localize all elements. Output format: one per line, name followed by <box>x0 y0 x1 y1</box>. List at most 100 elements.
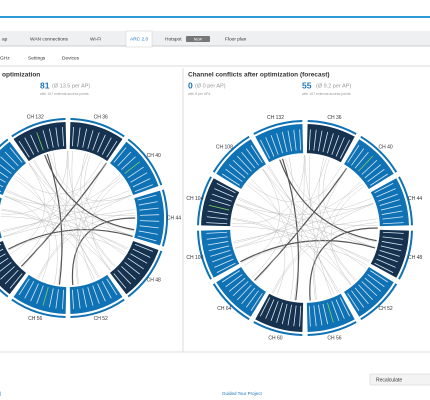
device-line <box>130 253 148 264</box>
device-line <box>293 305 297 327</box>
chord <box>322 159 376 248</box>
chord <box>255 158 327 282</box>
device-line <box>232 281 249 297</box>
chord <box>234 165 343 249</box>
device-line <box>358 284 374 301</box>
subtab-label[interactable]: Settings <box>28 55 46 61</box>
tab-label[interactable]: ap <box>2 37 8 42</box>
channel-label: CH 36 <box>94 115 108 121</box>
device-line <box>72 289 74 310</box>
device-line <box>77 127 81 147</box>
tab-label[interactable]: Floor plan <box>225 36 247 42</box>
device-line <box>9 147 23 163</box>
device-line <box>0 184 4 188</box>
device-line <box>299 129 302 151</box>
device-line <box>232 159 249 175</box>
device-line <box>339 297 351 317</box>
device-line <box>101 281 112 299</box>
subtab-label[interactable]: Devices <box>62 55 80 61</box>
device-line <box>245 290 259 308</box>
channel-segment[interactable] <box>344 267 394 317</box>
channel-label: CH 48 <box>408 255 422 261</box>
device-line <box>0 178 6 183</box>
device-line <box>351 290 365 308</box>
tab-label[interactable]: WAN connections <box>30 36 69 42</box>
device-line <box>138 201 158 206</box>
recalculate-label[interactable]: Recalculate <box>376 377 402 383</box>
device-line <box>130 172 148 183</box>
device-line <box>374 182 394 194</box>
channel-label: CH 52 <box>379 306 393 312</box>
device-line <box>117 151 132 167</box>
channel-segment[interactable] <box>110 240 159 295</box>
channel-label: CH 60 <box>268 335 282 341</box>
footer-link-fragment: | <box>0 391 1 396</box>
subtab-label[interactable]: GHz <box>0 55 10 61</box>
chord <box>71 217 136 286</box>
tab-badge-label: NEW <box>194 37 203 41</box>
channel-label: CH 108 <box>216 145 233 151</box>
channel-label: CH 56 <box>327 335 341 341</box>
tab-label[interactable]: Hotspot <box>165 36 182 42</box>
channel-segment[interactable] <box>216 267 266 317</box>
device-line <box>378 254 398 263</box>
device-line <box>299 305 302 327</box>
chord-diagram: CH 36 CH 40 CH 44 CH 48 CH 52 CH 56 CH 60 CH 64… <box>186 115 422 341</box>
device-line <box>376 188 396 198</box>
guided-tour-link[interactable]: Guided Tour Project <box>222 391 262 396</box>
device-line <box>367 168 385 182</box>
device-line <box>18 140 30 158</box>
chord <box>20 162 107 267</box>
tab-label[interactable]: ARC 2.0 <box>130 36 148 42</box>
device-line <box>374 262 394 274</box>
device-line <box>259 139 271 159</box>
chord <box>4 190 130 206</box>
tab-bar <box>0 31 430 46</box>
chord <box>28 163 99 279</box>
device-line <box>92 132 100 151</box>
chord <box>318 157 357 280</box>
device-line <box>62 289 64 310</box>
device-line <box>225 168 243 182</box>
channel-label: CH 40 <box>379 145 393 151</box>
channel-segment[interactable] <box>0 191 2 246</box>
device-line <box>117 269 132 285</box>
device-line <box>281 131 288 153</box>
device-line <box>270 135 279 155</box>
channel-segment[interactable] <box>216 139 266 189</box>
channel-segment[interactable] <box>344 139 394 189</box>
device-line <box>382 231 404 234</box>
channel-segment[interactable] <box>134 190 165 246</box>
device-line <box>127 257 144 270</box>
channel-segment[interactable] <box>110 141 159 196</box>
chord <box>80 153 116 266</box>
device-line <box>42 287 49 306</box>
chord <box>236 198 372 215</box>
device-line <box>318 304 323 326</box>
channel-label: CH 100 <box>186 255 203 261</box>
device-line <box>206 231 228 234</box>
recalculate-button[interactable] <box>369 373 430 386</box>
device-line <box>207 210 229 215</box>
device-line <box>121 266 136 280</box>
chord <box>238 197 376 248</box>
device-line <box>322 303 329 325</box>
device-line <box>382 236 404 240</box>
chord <box>240 240 376 263</box>
tab-label[interactable]: Wi-Fi <box>90 36 101 42</box>
channel-outer-arc <box>398 176 413 226</box>
chord <box>1 210 96 280</box>
channel-outer-arc <box>0 138 9 148</box>
chord <box>34 159 111 271</box>
device-line <box>97 134 106 153</box>
device-line <box>351 148 365 166</box>
device-line <box>138 230 158 235</box>
active-tab[interactable] <box>125 30 153 48</box>
device-line <box>0 253 6 258</box>
device-line <box>245 148 259 166</box>
chord <box>8 229 133 250</box>
stat-count: 0 <box>188 80 193 90</box>
device-line <box>97 283 106 302</box>
device-line <box>382 216 404 220</box>
stat-average: (Ø 0 per AP) <box>195 83 226 89</box>
